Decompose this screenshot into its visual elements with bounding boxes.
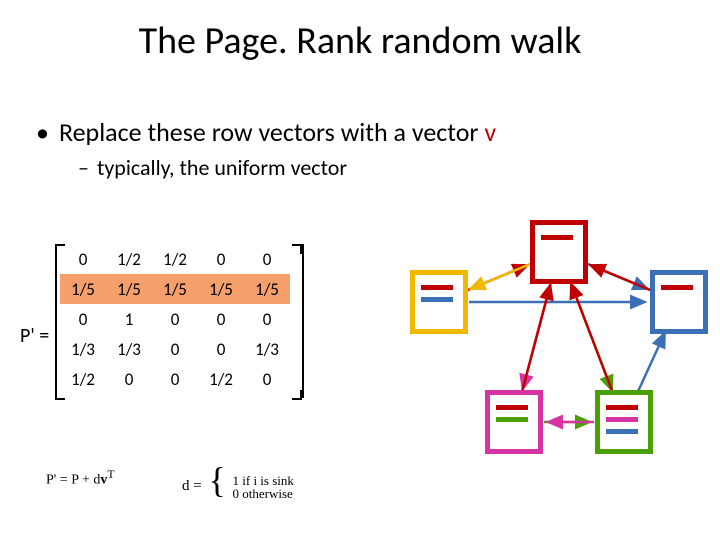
graph-node-magenta xyxy=(485,390,543,454)
node-tick xyxy=(496,405,528,410)
bracket-icon xyxy=(55,244,59,398)
node-tick xyxy=(661,285,693,290)
matrix-cell: 0 xyxy=(244,244,290,274)
eq2-lhs: d = xyxy=(182,478,202,494)
bullet-level2: –typically, the uniform vector xyxy=(78,154,347,181)
bullet-dot: • xyxy=(36,116,49,148)
matrix-cell: 1/3 xyxy=(106,334,152,364)
matrix-cell: 0 xyxy=(152,304,198,334)
bullet2-text: typically, the uniform vector xyxy=(97,154,347,181)
matrix-row: 01000 xyxy=(60,304,290,334)
bullet-dash: – xyxy=(78,154,89,181)
matrix-lhs-label: P' = xyxy=(20,324,49,348)
node-tick xyxy=(606,429,638,434)
equation-d: d = { 1 if i is sink 0 otherwise xyxy=(182,460,294,500)
matrix-cell: 1/5 xyxy=(244,274,290,304)
matrix-cell: 0 xyxy=(60,244,106,274)
node-tick xyxy=(606,405,638,410)
node-tick xyxy=(421,285,453,290)
matrix: 01/21/2001/51/51/51/51/5010001/31/3001/3… xyxy=(60,244,350,394)
matrix-cell: 0 xyxy=(60,304,106,334)
graph-edge xyxy=(470,264,531,289)
matrix-row: 1/31/3001/3 xyxy=(60,334,290,364)
bullet-level1: • Replace these row vectors with a vector… xyxy=(36,116,496,148)
graph-node-blue xyxy=(650,270,708,334)
bullet1-text: Replace these row vectors with a vector xyxy=(59,116,484,148)
matrix-cell: 0 xyxy=(198,304,244,334)
graph-edge xyxy=(571,284,613,394)
node-tick xyxy=(541,235,573,240)
matrix-cell: 1/2 xyxy=(152,244,198,274)
matrix-cell: 1/5 xyxy=(60,274,106,304)
matrix-cell: 0 xyxy=(152,364,198,394)
matrix-cell: 1/2 xyxy=(106,244,152,274)
matrix-cell: 1/5 xyxy=(152,274,198,304)
equation-pprime: P' = P + dvT xyxy=(46,468,115,489)
matrix-cell: 1/5 xyxy=(106,274,152,304)
slide-title: The Page. Rank random walk xyxy=(0,18,720,64)
node-tick xyxy=(606,417,638,422)
graph-node-green xyxy=(595,390,653,454)
matrix-cell: 0 xyxy=(106,364,152,394)
matrix-row: 01/21/200 xyxy=(60,244,290,274)
matrix-cell: 1/2 xyxy=(60,364,106,394)
matrix-cell: 0 xyxy=(244,364,290,394)
matrix-cell: 0 xyxy=(152,334,198,364)
eq2-cases: 1 if i is sink 0 otherwise xyxy=(233,474,294,500)
matrix-row: 1/51/51/51/51/5 xyxy=(60,274,290,304)
node-tick xyxy=(496,417,528,422)
matrix-row: 1/2001/20 xyxy=(60,364,290,394)
eq2-case2: 0 otherwise xyxy=(233,487,294,500)
graph-node-yellow xyxy=(410,270,468,334)
graph-edge xyxy=(590,265,651,290)
bullet1-v: v xyxy=(484,116,496,148)
graph-edge xyxy=(636,333,664,395)
matrix-cell: 0 xyxy=(244,304,290,334)
matrix-cell: 0 xyxy=(198,244,244,274)
matrix-cell: 0 xyxy=(198,334,244,364)
graph-node-red xyxy=(530,220,588,284)
brace-icon: { xyxy=(208,460,225,500)
matrix-table: 01/21/2001/51/51/51/51/5010001/31/3001/3… xyxy=(60,244,290,394)
node-tick xyxy=(421,297,453,302)
matrix-cell: 1 xyxy=(106,304,152,334)
matrix-cell: 1/5 xyxy=(198,274,244,304)
matrix-cell: 1/2 xyxy=(198,364,244,394)
graph-diagram xyxy=(380,210,700,470)
matrix-cell: 1/3 xyxy=(244,334,290,364)
matrix-cell: 1/3 xyxy=(60,334,106,364)
eq2-case1: 1 if i is sink xyxy=(233,474,294,487)
